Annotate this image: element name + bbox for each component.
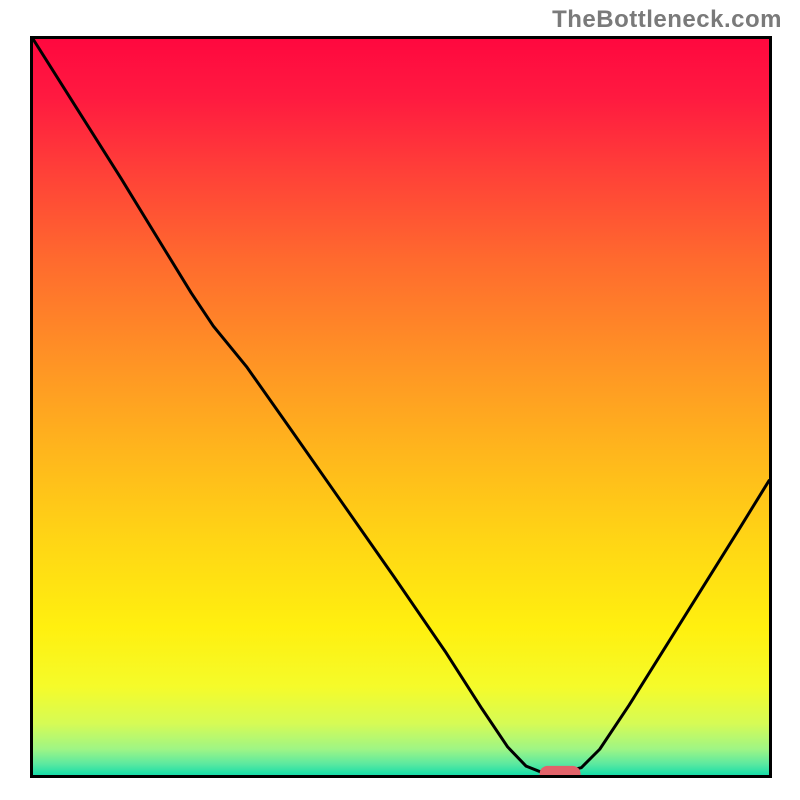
plot-frame	[30, 36, 772, 778]
optimal-marker	[539, 765, 580, 778]
chart-container: TheBottleneck.com	[0, 0, 800, 800]
watermark-text: TheBottleneck.com	[552, 6, 782, 34]
bottleneck-curve	[33, 39, 769, 775]
